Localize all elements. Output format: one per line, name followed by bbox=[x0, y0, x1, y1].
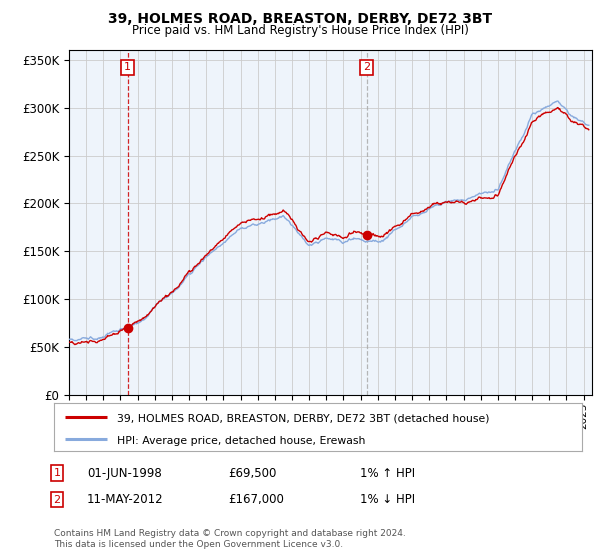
Text: 1% ↑ HPI: 1% ↑ HPI bbox=[360, 466, 415, 480]
Text: 39, HOLMES ROAD, BREASTON, DERBY, DE72 3BT (detached house): 39, HOLMES ROAD, BREASTON, DERBY, DE72 3… bbox=[118, 413, 490, 423]
Text: 11-MAY-2012: 11-MAY-2012 bbox=[87, 493, 164, 506]
Text: 01-JUN-1998: 01-JUN-1998 bbox=[87, 466, 162, 480]
Text: 39, HOLMES ROAD, BREASTON, DERBY, DE72 3BT: 39, HOLMES ROAD, BREASTON, DERBY, DE72 3… bbox=[108, 12, 492, 26]
Text: 1: 1 bbox=[124, 63, 131, 72]
Text: 2: 2 bbox=[53, 494, 61, 505]
Text: 1: 1 bbox=[53, 468, 61, 478]
Text: Price paid vs. HM Land Registry's House Price Index (HPI): Price paid vs. HM Land Registry's House … bbox=[131, 24, 469, 36]
Text: HPI: Average price, detached house, Erewash: HPI: Average price, detached house, Erew… bbox=[118, 436, 366, 446]
Text: 1% ↓ HPI: 1% ↓ HPI bbox=[360, 493, 415, 506]
Text: Contains HM Land Registry data © Crown copyright and database right 2024.
This d: Contains HM Land Registry data © Crown c… bbox=[54, 529, 406, 549]
Text: £69,500: £69,500 bbox=[228, 466, 277, 480]
Text: £167,000: £167,000 bbox=[228, 493, 284, 506]
Text: 2: 2 bbox=[363, 63, 370, 72]
